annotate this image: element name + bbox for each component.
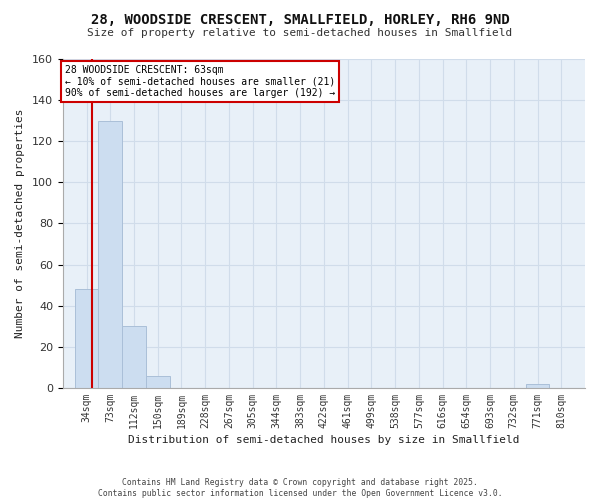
Text: 28 WOODSIDE CRESCENT: 63sqm
← 10% of semi-detached houses are smaller (21)
90% o: 28 WOODSIDE CRESCENT: 63sqm ← 10% of sem… — [65, 65, 335, 98]
Bar — [146, 376, 170, 388]
X-axis label: Distribution of semi-detached houses by size in Smallfield: Distribution of semi-detached houses by … — [128, 435, 520, 445]
Bar — [74, 290, 98, 388]
Text: Contains HM Land Registry data © Crown copyright and database right 2025.
Contai: Contains HM Land Registry data © Crown c… — [98, 478, 502, 498]
Text: Size of property relative to semi-detached houses in Smallfield: Size of property relative to semi-detach… — [88, 28, 512, 38]
Bar — [122, 326, 146, 388]
Y-axis label: Number of semi-detached properties: Number of semi-detached properties — [15, 108, 25, 338]
Text: 28, WOODSIDE CRESCENT, SMALLFIELD, HORLEY, RH6 9ND: 28, WOODSIDE CRESCENT, SMALLFIELD, HORLE… — [91, 12, 509, 26]
Bar — [98, 120, 122, 388]
Bar — [526, 384, 550, 388]
